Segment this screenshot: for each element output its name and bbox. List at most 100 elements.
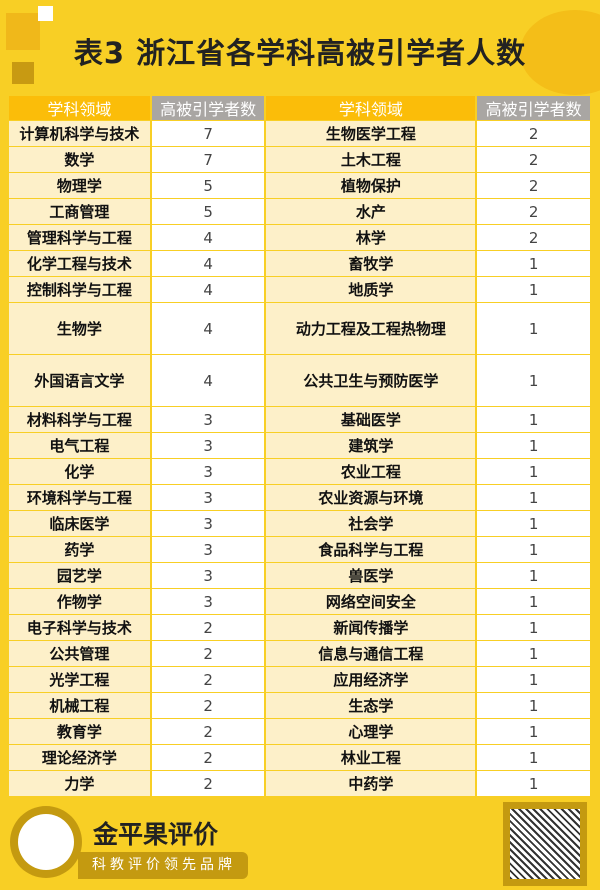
count-cell: 3 bbox=[151, 511, 265, 536]
count-cell: 1 bbox=[477, 745, 590, 770]
field-cell: 植物保护 bbox=[266, 173, 476, 198]
field-cell: 机械工程 bbox=[9, 693, 150, 718]
field-cell: 力学 bbox=[9, 771, 150, 796]
table-row: 化学 3 农业工程 1 bbox=[9, 459, 590, 484]
count-cell: 1 bbox=[477, 589, 590, 614]
count-cell: 1 bbox=[477, 277, 590, 302]
field-cell: 动力工程及工程热物理 bbox=[266, 303, 476, 354]
field-cell: 心理学 bbox=[266, 719, 476, 744]
field-cell: 社会学 bbox=[266, 511, 476, 536]
count-cell: 1 bbox=[477, 563, 590, 588]
count-cell: 4 bbox=[151, 303, 265, 354]
field-cell: 临床医学 bbox=[9, 511, 150, 536]
count-cell: 1 bbox=[477, 537, 590, 562]
table-row: 环境科学与工程 3 农业资源与环境 1 bbox=[9, 485, 590, 510]
table-row: 电子科学与技术 2 新闻传播学 1 bbox=[9, 615, 590, 640]
field-cell: 信息与通信工程 bbox=[266, 641, 476, 666]
table-row: 电气工程 3 建筑学 1 bbox=[9, 433, 590, 458]
field-cell: 计算机科学与技术 bbox=[9, 121, 150, 146]
field-cell: 管理科学与工程 bbox=[9, 225, 150, 250]
count-cell: 7 bbox=[151, 147, 265, 172]
count-cell: 2 bbox=[151, 771, 265, 796]
count-cell: 5 bbox=[151, 173, 265, 198]
field-cell: 控制科学与工程 bbox=[9, 277, 150, 302]
field-cell: 林业工程 bbox=[266, 745, 476, 770]
count-cell: 2 bbox=[477, 147, 590, 172]
field-cell: 应用经济学 bbox=[266, 667, 476, 692]
table-row: 理论经济学 2 林业工程 1 bbox=[9, 745, 590, 770]
field-cell: 生物医学工程 bbox=[266, 121, 476, 146]
table-row: 药学 3 食品科学与工程 1 bbox=[9, 537, 590, 562]
field-cell: 外国语言文学 bbox=[9, 355, 150, 406]
field-cell: 林学 bbox=[266, 225, 476, 250]
count-cell: 4 bbox=[151, 251, 265, 276]
table-row: 力学 2 中药学 1 bbox=[9, 771, 590, 796]
data-table: 学科领域 高被引学者数 学科领域 高被引学者数 计算机科学与技术 7 生物医学工程 2… bbox=[7, 95, 592, 797]
count-cell: 3 bbox=[151, 407, 265, 432]
field-cell: 生态学 bbox=[266, 693, 476, 718]
table-row: 机械工程 2 生态学 1 bbox=[9, 693, 590, 718]
table-row: 工商管理 5 水产 2 bbox=[9, 199, 590, 224]
table-row: 控制科学与工程 4 地质学 1 bbox=[9, 277, 590, 302]
brand-slogan: 科教评价领先品牌 bbox=[78, 852, 248, 879]
field-cell: 化学工程与技术 bbox=[9, 251, 150, 276]
field-cell: 工商管理 bbox=[9, 199, 150, 224]
column-header-field: 学科领域 bbox=[266, 96, 476, 120]
count-cell: 3 bbox=[151, 433, 265, 458]
count-cell: 1 bbox=[477, 433, 590, 458]
field-cell: 中药学 bbox=[266, 771, 476, 796]
count-cell: 3 bbox=[151, 485, 265, 510]
field-cell: 生物学 bbox=[9, 303, 150, 354]
count-cell: 5 bbox=[151, 199, 265, 224]
count-cell: 1 bbox=[477, 641, 590, 666]
table-row: 光学工程 2 应用经济学 1 bbox=[9, 667, 590, 692]
count-cell: 2 bbox=[477, 121, 590, 146]
field-cell: 公共管理 bbox=[9, 641, 150, 666]
table-row: 计算机科学与技术 7 生物医学工程 2 bbox=[9, 121, 590, 146]
page-title: 表3 浙江省各学科高被引学者人数 bbox=[73, 36, 527, 70]
field-cell: 网络空间安全 bbox=[266, 589, 476, 614]
field-cell: 教育学 bbox=[9, 719, 150, 744]
count-cell: 1 bbox=[477, 459, 590, 484]
field-cell: 农业资源与环境 bbox=[266, 485, 476, 510]
field-cell: 电子科学与技术 bbox=[9, 615, 150, 640]
table-row: 管理科学与工程 4 林学 2 bbox=[9, 225, 590, 250]
column-header-field: 学科领域 bbox=[9, 96, 150, 120]
decor-square bbox=[38, 6, 53, 21]
field-cell: 环境科学与工程 bbox=[9, 485, 150, 510]
count-cell: 1 bbox=[477, 511, 590, 536]
table-row: 材料科学与工程 3 基础医学 1 bbox=[9, 407, 590, 432]
table-row: 作物学 3 网络空间安全 1 bbox=[9, 589, 590, 614]
count-cell: 2 bbox=[151, 615, 265, 640]
count-cell: 2 bbox=[151, 641, 265, 666]
table-row: 物理学 5 植物保护 2 bbox=[9, 173, 590, 198]
count-cell: 1 bbox=[477, 693, 590, 718]
field-cell: 材料科学与工程 bbox=[9, 407, 150, 432]
count-cell: 2 bbox=[151, 693, 265, 718]
count-cell: 2 bbox=[151, 719, 265, 744]
field-cell: 新闻传播学 bbox=[266, 615, 476, 640]
count-cell: 7 bbox=[151, 121, 265, 146]
count-cell: 3 bbox=[151, 563, 265, 588]
table-row: 化学工程与技术 4 畜牧学 1 bbox=[9, 251, 590, 276]
count-cell: 1 bbox=[477, 407, 590, 432]
field-cell: 光学工程 bbox=[9, 667, 150, 692]
field-cell: 数学 bbox=[9, 147, 150, 172]
count-cell: 3 bbox=[151, 459, 265, 484]
field-cell: 水产 bbox=[266, 199, 476, 224]
field-cell: 兽医学 bbox=[266, 563, 476, 588]
count-cell: 1 bbox=[477, 615, 590, 640]
count-cell: 1 bbox=[477, 771, 590, 796]
brand-name: 金平果评价 bbox=[93, 820, 219, 849]
field-cell: 作物学 bbox=[9, 589, 150, 614]
count-cell: 3 bbox=[151, 589, 265, 614]
decor-square bbox=[12, 62, 34, 84]
count-cell: 4 bbox=[151, 225, 265, 250]
table-row: 园艺学 3 兽医学 1 bbox=[9, 563, 590, 588]
count-cell: 4 bbox=[151, 355, 265, 406]
field-cell: 畜牧学 bbox=[266, 251, 476, 276]
count-cell: 1 bbox=[477, 303, 590, 354]
field-cell: 建筑学 bbox=[266, 433, 476, 458]
count-cell: 2 bbox=[151, 667, 265, 692]
table-row: 公共管理 2 信息与通信工程 1 bbox=[9, 641, 590, 666]
